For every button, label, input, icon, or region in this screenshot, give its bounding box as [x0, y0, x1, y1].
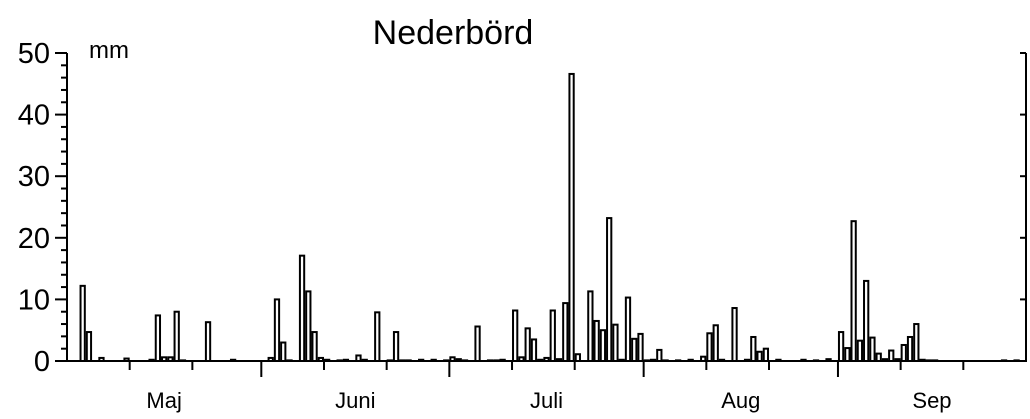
precip-bar — [856, 339, 864, 363]
precip-bar — [587, 290, 594, 363]
precip-bar — [869, 336, 876, 362]
precip-bar — [850, 220, 857, 362]
precip-bar — [637, 332, 644, 362]
precip-bar — [875, 352, 882, 362]
month-label: Maj — [146, 388, 181, 413]
precip-bar — [280, 341, 287, 362]
y-tick-label: 0 — [34, 346, 50, 378]
precip-bar — [392, 331, 400, 362]
precip-bar — [837, 331, 845, 362]
precip-bar — [524, 327, 531, 363]
month-label: Juli — [530, 388, 563, 413]
precip-bar — [298, 254, 306, 362]
y-tick-label: 30 — [18, 161, 50, 193]
precip-bar — [624, 296, 632, 362]
precip-bar — [530, 338, 538, 363]
y-tick-label: 40 — [18, 100, 50, 132]
precip-bar — [656, 348, 663, 363]
y-tick-label: 50 — [18, 38, 50, 70]
precip-bar — [204, 321, 212, 363]
precip-bar — [549, 309, 556, 362]
y-unit-label: mm — [89, 37, 129, 64]
precip-bar — [900, 343, 907, 363]
month-label: Juni — [335, 388, 375, 413]
precip-bar — [568, 72, 575, 362]
precip-bar — [374, 311, 381, 362]
precip-bar — [273, 298, 281, 362]
precip-bar — [606, 217, 613, 362]
precip-bar — [305, 290, 312, 363]
axes-group — [55, 52, 1027, 377]
precip-bar — [562, 302, 569, 363]
precip-bar — [154, 314, 162, 363]
precip-bar — [913, 323, 920, 363]
precip-bar — [863, 279, 870, 363]
precip-bar — [85, 331, 93, 362]
precip-bar — [599, 329, 607, 363]
precip-bar — [888, 349, 895, 362]
precip-bar — [79, 284, 86, 363]
precip-bar — [731, 307, 738, 362]
tick-labels-group: 0 10 20 30 40 50 Maj Juni Juli Aug Sep — [18, 38, 952, 413]
y-tick-label: 10 — [18, 284, 50, 316]
precip-bar — [612, 323, 619, 363]
month-label: Aug — [721, 388, 760, 413]
precip-bar — [311, 331, 318, 362]
precip-bar — [173, 310, 180, 362]
precip-bar — [631, 337, 638, 363]
precip-bar — [906, 335, 914, 363]
precip-bar — [756, 350, 763, 363]
bars-group — [79, 72, 1020, 363]
month-label: Sep — [912, 388, 951, 413]
y-tick-label: 20 — [18, 223, 50, 255]
precip-bar — [712, 324, 719, 362]
precip-bar — [844, 347, 851, 362]
precip-bar — [574, 353, 581, 363]
precip-bar — [706, 332, 713, 362]
precip-bar — [593, 319, 600, 362]
chart-title: Nederbörd — [373, 14, 534, 52]
precip-bar — [474, 325, 481, 362]
precip-bar — [762, 347, 770, 362]
precip-bar — [512, 309, 519, 362]
precip-bar — [750, 335, 757, 363]
